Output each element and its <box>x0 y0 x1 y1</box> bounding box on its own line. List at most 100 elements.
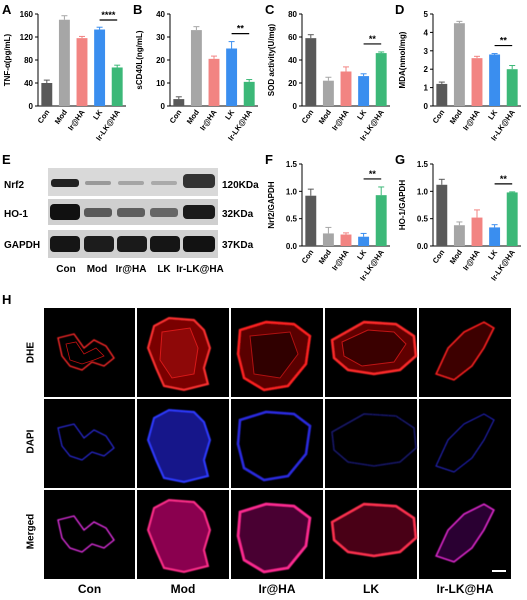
chart-d-bar-ir-ha <box>471 58 483 106</box>
chart-d-ytick-label: 3 <box>424 47 429 56</box>
chart-b-xtick-label-mod: Mod <box>185 108 201 126</box>
chart-f-ytick-label: 0.5 <box>286 215 298 224</box>
chart-a-bar-ir-ha <box>76 38 88 106</box>
chart-f-xtick-label-con: Con <box>300 248 316 265</box>
chart-a-xtick-label-ir-ha: Ir@HA <box>66 108 87 133</box>
tissue-merged-irha <box>236 502 312 574</box>
chart-a-ytick-label: 80 <box>24 56 33 65</box>
tissue-dhe-lk-inner <box>341 329 407 367</box>
tissue-dhe-irlkha <box>435 321 495 381</box>
tissue-merged-con <box>57 515 115 553</box>
wb-band-ho1-con <box>50 204 80 220</box>
chart-d-xtick-label-mod: Mod <box>448 108 464 126</box>
chart-a-xtick-label-mod: Mod <box>53 108 69 126</box>
chart-g-ytick-label: 1.5 <box>417 160 429 169</box>
chart-d-bar-con <box>436 83 448 106</box>
chart-c-bar-lk <box>358 76 370 106</box>
chart-c-ytick-label: 20 <box>288 79 297 88</box>
chart-a-ytick-label: 40 <box>24 79 33 88</box>
chart-c-xtick-label-ir-ha: Ir@HA <box>330 108 351 133</box>
panel-label-e: E <box>2 152 11 167</box>
panel-label-a: A <box>2 2 12 17</box>
wb-band-gapdh-lk <box>150 236 180 252</box>
chart-b-xtick-label-lk: LK <box>223 108 236 122</box>
tissue-dapi-con <box>57 423 115 461</box>
chart-d-ytick-label: 5 <box>424 10 429 19</box>
chart-a-bar-lk <box>94 29 106 106</box>
tissue-dhe-irha-inner <box>249 331 299 379</box>
chart-f-xtick-label-mod: Mod <box>317 248 333 266</box>
panel-label-b: B <box>133 2 143 17</box>
micro-row-label-dhe: DHE <box>25 341 37 364</box>
micro-row-label-dapi: DAPI <box>25 429 37 454</box>
chart-b-ytick-label: 20 <box>156 56 165 65</box>
wb-band-gapdh-irha <box>117 236 147 252</box>
tissue-dhe-con-inner <box>65 341 105 365</box>
wb-strips <box>48 168 218 258</box>
wb-band-ho1-mod <box>84 208 112 217</box>
chart-d-ylabel: MDA(nmol/mg) <box>398 31 407 88</box>
tissue-merged-irlkha <box>435 503 495 563</box>
tissue-dhe-mod-inner <box>159 327 199 379</box>
wb-lane-mod: Mod <box>86 264 108 275</box>
micro-tile-dhe-con <box>44 308 135 397</box>
chart-f-sig-label: ** <box>369 169 377 179</box>
chart-c-ylabel: SOD activity(U/mg) <box>267 23 276 96</box>
micro-col-label-mod: Mod <box>170 582 196 596</box>
chart-a-bar-ir-lk-ha <box>111 67 123 106</box>
chart-c-ytick-label: 0 <box>293 102 298 111</box>
chart-b-bar-con <box>173 99 185 106</box>
chart-c-bar-ir-lk-ha <box>375 53 387 106</box>
wb-band-nrf2-irha <box>118 181 144 185</box>
micro-tile-dapi-irlkha <box>419 399 511 488</box>
chart-b-bar-ir-lk-ha <box>243 81 255 106</box>
chart-f-bar-ir-lk-ha <box>375 195 387 246</box>
chart-d-ytick-label: 2 <box>424 65 429 74</box>
chart-a-xtick-label-lk: LK <box>91 108 104 122</box>
western-blot: Nrf2 HO-1 GAPDH 120KDa 32KDa 37KDa Con M… <box>0 150 262 290</box>
wb-band-gapdh-con <box>50 236 80 252</box>
chart-b-ytick-label: 0 <box>161 102 166 111</box>
wb-band-gapdh-irlkha <box>183 236 215 252</box>
panel-label-d: D <box>395 2 405 17</box>
chart-f-ytick-label: 1.0 <box>286 187 298 196</box>
chart-g-bar-ir-lk-ha <box>506 192 518 246</box>
chart-g-ylabel: HO-1/GAPDH <box>398 180 407 230</box>
chart-c-bar-mod <box>322 80 334 106</box>
chart-b-bar-lk <box>226 48 238 106</box>
chart-a-xtick-label-con: Con <box>36 108 52 125</box>
microscopy-grid: DHE DAPI Merged <box>0 290 527 600</box>
panel-label-c: C <box>265 2 275 17</box>
micro-col-label-irlkha: Ir-LK@HA <box>436 582 494 596</box>
wb-band-nrf2-con <box>51 179 79 187</box>
chart-a-bar-mod <box>58 19 70 106</box>
chart-d-bar-lk <box>489 54 501 106</box>
wb-lane-irha: Ir@HA <box>115 264 147 275</box>
wb-kda-nrf2: 120KDa <box>222 180 259 191</box>
chart-b-xtick-label-con: Con <box>168 108 184 125</box>
micro-col-label-con: Con <box>77 582 102 596</box>
tissue-merged-lk <box>330 502 418 558</box>
chart-d-ytick-label: 1 <box>424 84 429 93</box>
chart-b-xtick-label-ir-ha: Ir@HA <box>198 108 219 133</box>
chart-a-bar-con <box>41 83 53 106</box>
micro-row-label-merged: Merged <box>25 513 37 550</box>
micro-tile-dapi-lk <box>325 399 417 488</box>
chart-g-bar-con <box>436 184 448 246</box>
chart-d-ytick-label: 0 <box>424 102 429 111</box>
chart-c-xtick-label-mod: Mod <box>317 108 333 126</box>
chart-d-bar-ir-lk-ha <box>506 69 518 106</box>
wb-band-ho1-lk <box>150 208 178 217</box>
chart-f-ytick-label: 0.0 <box>286 242 298 251</box>
chart-b-ytick-label: 40 <box>156 10 165 19</box>
chart-g-sig-label: ** <box>500 174 508 184</box>
tissue-dapi-lk <box>331 413 417 467</box>
tissue-dapi-irha <box>236 410 312 482</box>
chart-b-sig-label: ** <box>237 24 245 34</box>
wb-band-nrf2-lk <box>151 181 177 185</box>
tissue-dhe-con <box>57 333 115 371</box>
wb-row-label-ho1: HO-1 <box>4 209 28 220</box>
chart-d-xtick-label-ir-ha: Ir@HA <box>461 108 482 133</box>
